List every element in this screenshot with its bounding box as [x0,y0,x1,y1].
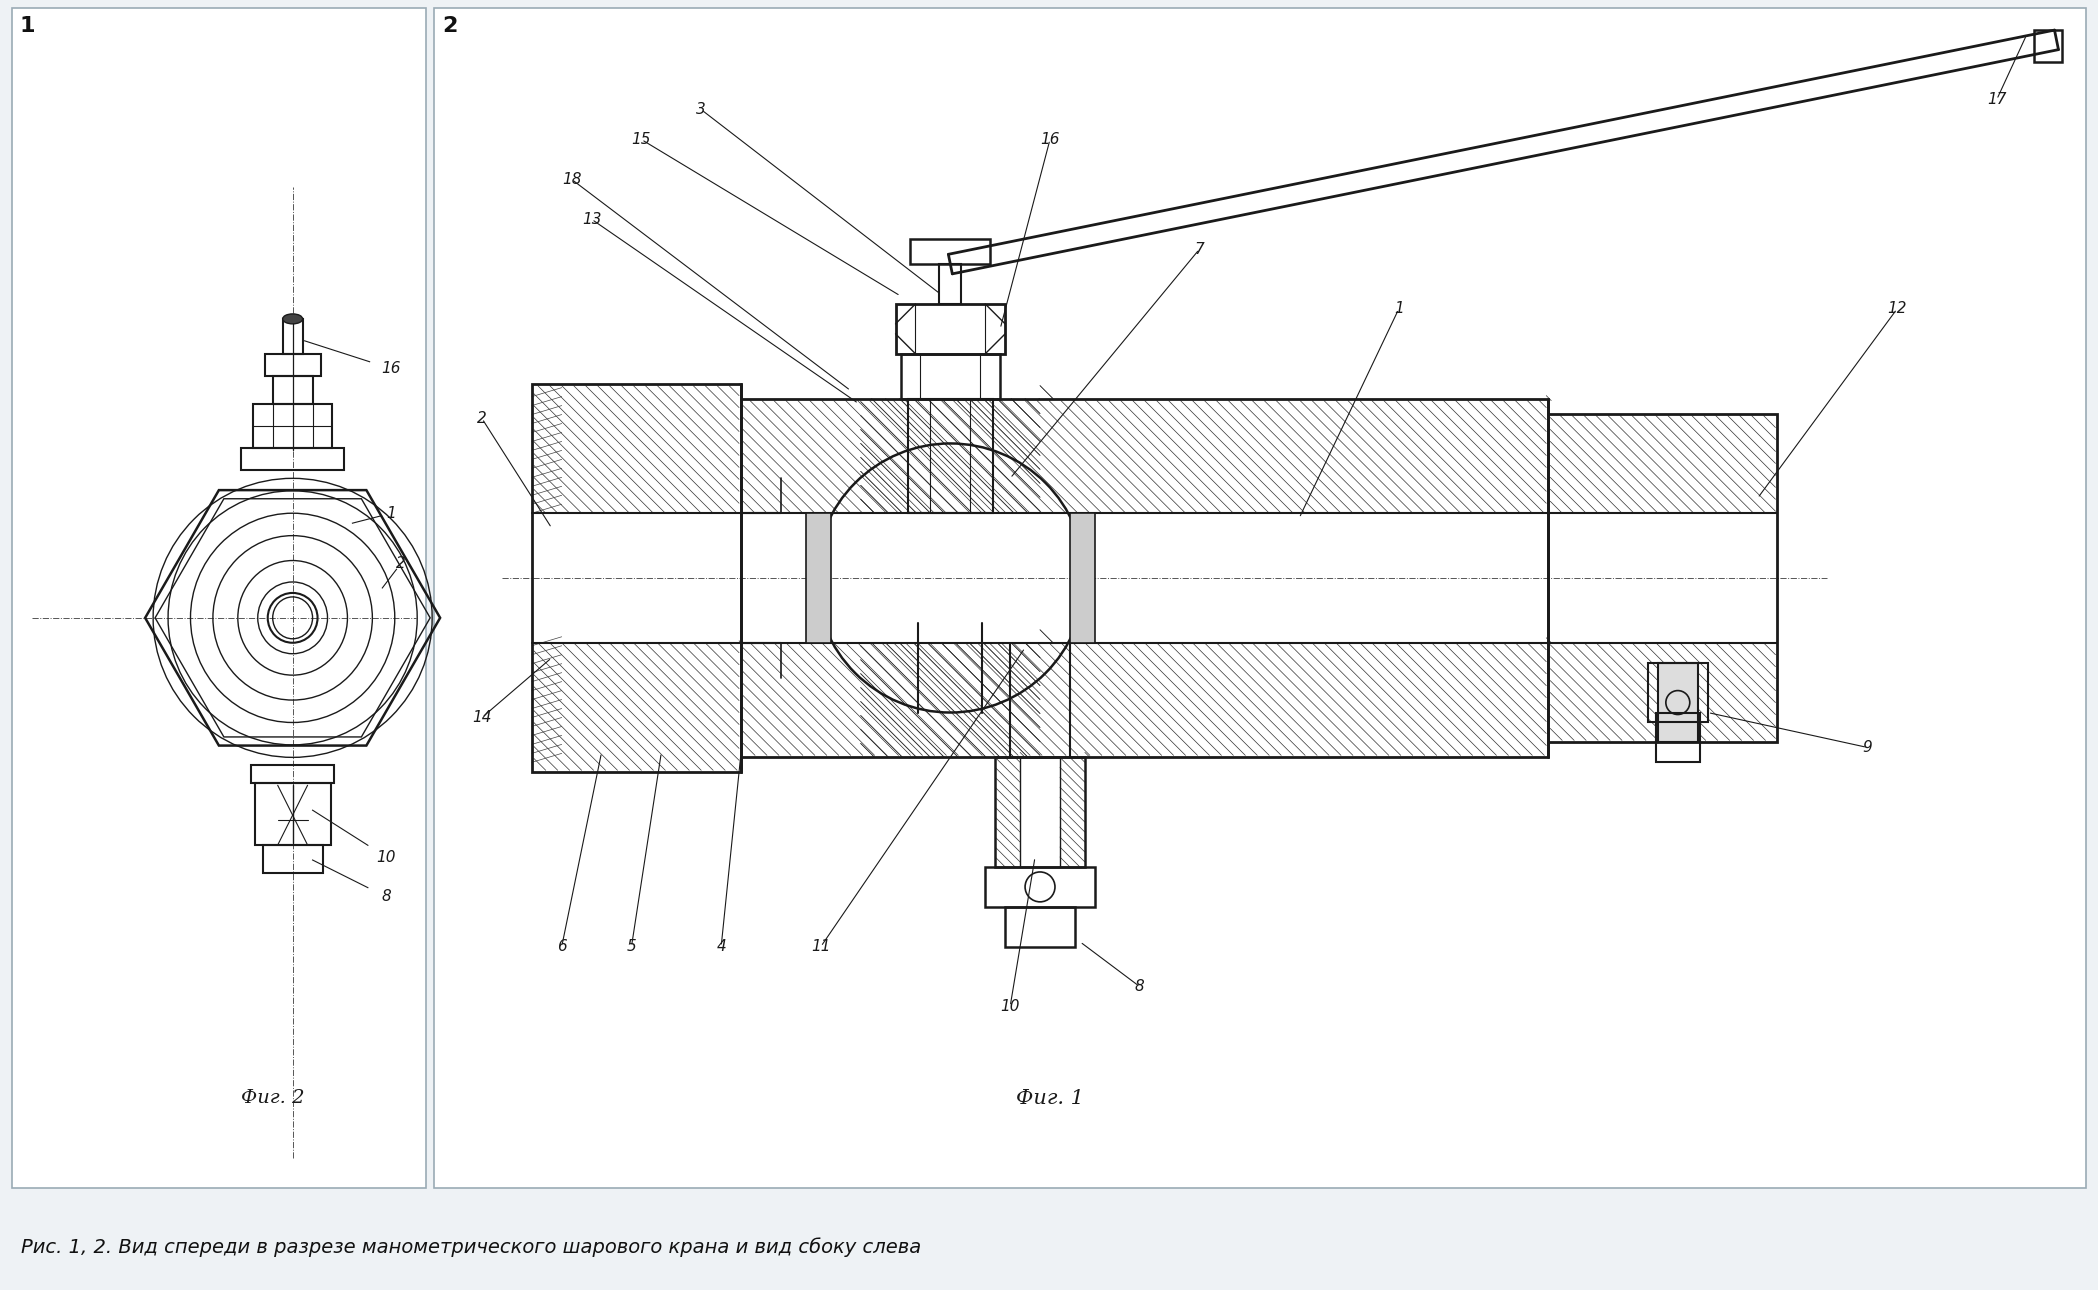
Text: 1: 1 [19,15,36,36]
Text: 11: 11 [812,939,831,955]
Bar [940,264,961,304]
Text: 3: 3 [697,102,707,117]
Text: 1: 1 [386,506,397,521]
Text: 10: 10 [376,850,397,864]
Bar [911,239,990,264]
Bar [531,383,741,773]
Bar [1647,663,1708,722]
Bar [2033,30,2062,62]
Bar [741,399,1548,757]
Text: Фиг. 1: Фиг. 1 [1015,1089,1085,1108]
Bar [241,449,344,471]
Text: 16: 16 [382,361,401,377]
Text: 4: 4 [715,939,726,955]
Bar [434,8,2085,1188]
Text: 7: 7 [1194,241,1204,257]
Bar [806,513,831,642]
Text: 8: 8 [1135,979,1146,995]
Text: 15: 15 [631,132,650,147]
Text: 2: 2 [443,15,457,36]
Text: 10: 10 [1001,998,1020,1014]
Text: 18: 18 [562,172,581,187]
Bar [908,399,992,513]
Ellipse shape [283,313,302,324]
Bar [1548,414,1777,743]
Bar [1655,712,1699,762]
Text: 12: 12 [1888,302,1907,316]
Bar [262,845,323,873]
Bar [986,867,1095,907]
Text: Фиг. 2: Фиг. 2 [241,1089,304,1107]
Text: 17: 17 [1987,92,2006,107]
Bar [252,765,334,783]
Bar [994,757,1085,867]
Text: 5: 5 [627,939,636,955]
Bar [273,375,313,404]
Text: 6: 6 [556,939,566,955]
Bar [900,353,1001,399]
Text: 2: 2 [397,556,407,570]
Text: 2: 2 [476,412,487,426]
Bar [13,8,426,1188]
Bar [1005,907,1074,947]
Bar [1070,513,1095,642]
Text: 13: 13 [581,212,602,227]
Text: 16: 16 [1041,132,1059,147]
Bar [254,783,331,845]
Text: Рис. 1, 2. Вид спереди в разрезе манометрического шарового крана и вид сбоку сле: Рис. 1, 2. Вид спереди в разрезе маномет… [21,1238,921,1258]
Bar [1020,757,1059,867]
Bar [252,404,331,449]
Text: 9: 9 [1863,740,1871,755]
Text: 14: 14 [472,710,491,725]
Text: 8: 8 [382,889,390,904]
Bar [896,304,1005,353]
Bar [283,319,302,353]
Bar [1657,663,1697,743]
Text: 1: 1 [1393,302,1404,316]
Bar [264,353,321,375]
